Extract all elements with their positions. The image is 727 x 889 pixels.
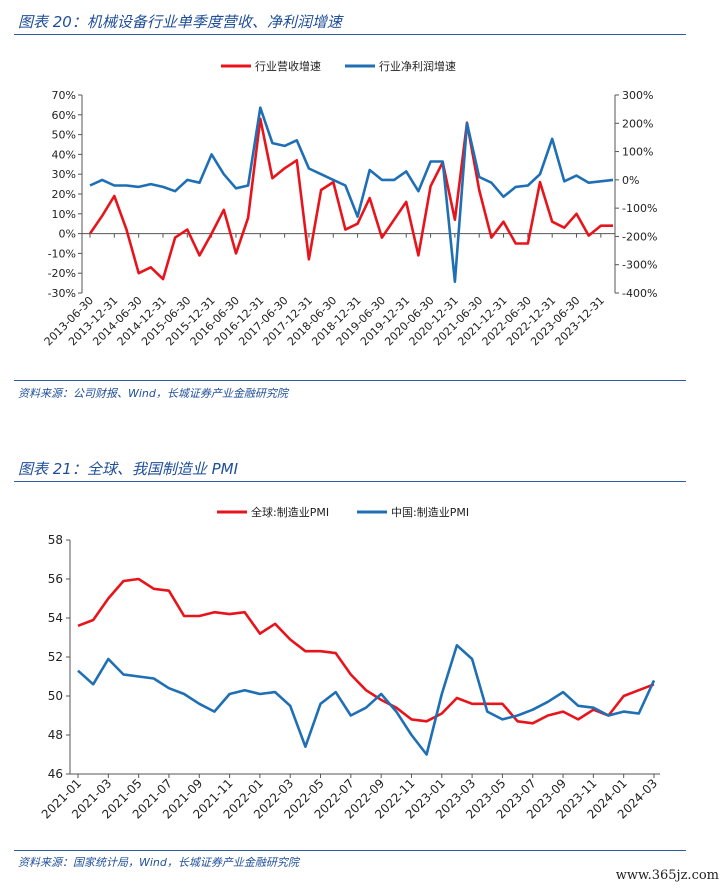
y-tick-label: 54 (48, 611, 63, 625)
watermark: www.365jz.com (615, 868, 719, 883)
legend-label-1: 中国:制造业PMI (391, 505, 469, 519)
legend-label-0: 全球:制造业PMI (251, 505, 329, 519)
series-line-china-pmi (77, 644, 656, 756)
y-tick-label-left: 40% (52, 148, 76, 161)
legend-label-0: 行业营收增速 (255, 59, 321, 73)
y-tick-label-left: -10% (48, 247, 76, 260)
y-tick-label: 56 (48, 572, 63, 586)
y-tick-label-left: 30% (52, 168, 76, 181)
y-tick-label: 58 (48, 533, 63, 547)
y-tick-label: 50 (48, 689, 63, 703)
y-tick-label-left: -20% (48, 267, 76, 280)
y-tick-label-left: 10% (52, 208, 76, 221)
source-note-2: 资料来源：国家统计局，Wind，长城证券产业金融研究院 (18, 856, 299, 869)
title-rule-1 (14, 34, 686, 35)
y-tick-label-right: -400% (622, 287, 657, 300)
series-line-profit-growth (89, 106, 614, 283)
series-line-global-pmi (77, 577, 655, 725)
y-tick-label-left: 60% (52, 109, 76, 122)
source-rule-2 (14, 850, 686, 851)
y-tick-label-right: 300% (622, 89, 653, 102)
source-note-1: 资料来源：公司财报、Wind，长城证券产业金融研究院 (18, 387, 288, 400)
chart-revenue-profit-growth: 行业营收增速 行业净利润增速 70% 60% 50% 40% 30% 20% 10% 0% -10%… (42, 59, 658, 348)
y-tick-label-right: 200% (622, 117, 653, 130)
y-tick-label-left: 0% (59, 228, 76, 241)
y-tick-label-right: 100% (622, 146, 653, 159)
figure-title-2: 图表 21：全球、我国制造业 PMI (18, 460, 239, 478)
y-tick-label-left: -30% (48, 287, 76, 300)
source-rule-1 (14, 380, 686, 381)
y-tick-label-right: -300% (622, 259, 657, 272)
y-tick-label: 48 (48, 728, 63, 742)
y-tick-label-left: 70% (52, 89, 76, 102)
y-tick-label: 52 (48, 650, 63, 664)
series-line-revenue-growth (88, 117, 613, 281)
title-rule-2 (14, 481, 686, 482)
y-tick-label-right: 0% (622, 174, 639, 187)
legend-label-1: 行业净利润增速 (379, 59, 456, 73)
chart-pmi: 全球:制造业PMI 中国:制造业PMI585654525048462021-012… (39, 505, 660, 822)
y-tick-label-right: -200% (622, 230, 657, 243)
y-tick-label-left: 20% (52, 188, 76, 201)
y-tick-label-left: 50% (52, 129, 76, 142)
y-tick-label-right: -100% (622, 202, 657, 215)
figure-title-1: 图表 20：机械设备行业单季度营收、净利润增速 (18, 13, 342, 31)
y-tick-label: 46 (48, 767, 63, 781)
